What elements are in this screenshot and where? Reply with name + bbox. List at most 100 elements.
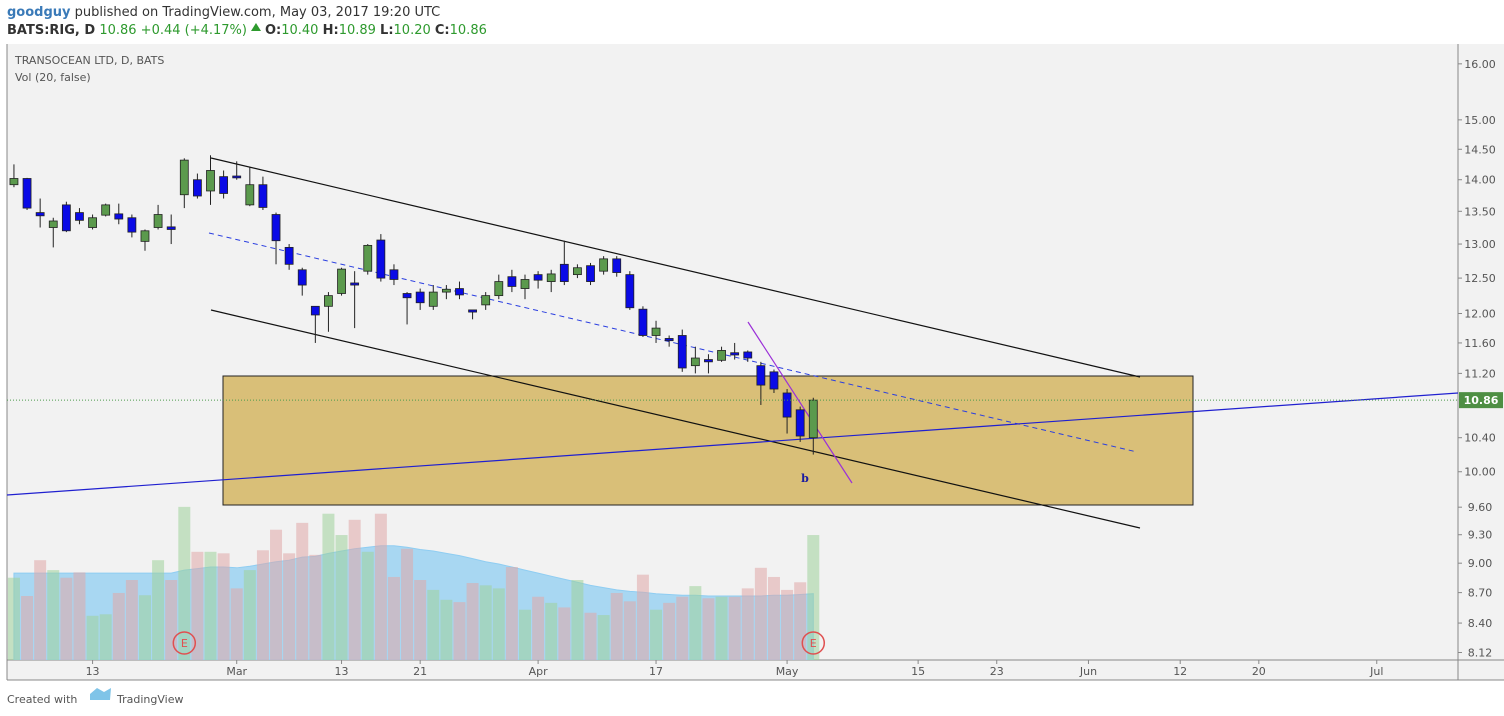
candle-body <box>179 159 189 196</box>
drawings <box>7 157 1458 529</box>
volume-bar <box>204 551 217 660</box>
x-tick-label: Jul <box>1369 665 1383 678</box>
candle-body <box>337 268 346 294</box>
volume-bar <box>178 506 191 660</box>
volume-bar <box>414 580 427 660</box>
volume-bar <box>401 548 414 660</box>
wave-label: b <box>801 472 809 485</box>
candle-body <box>297 269 307 286</box>
candle-body <box>363 244 373 272</box>
volume-bar <box>86 615 99 660</box>
volume-bar <box>702 598 715 660</box>
candles <box>9 155 818 455</box>
candle-body <box>245 184 255 206</box>
volume-bar <box>440 599 453 660</box>
volume-bar <box>34 560 47 660</box>
wave-line[interactable] <box>747 321 853 484</box>
volume-bar <box>112 592 125 660</box>
candle-body <box>559 263 569 282</box>
y-tick-label: 12.50 <box>1464 272 1496 285</box>
y-tick-label: 9.30 <box>1468 529 1493 542</box>
trend-line[interactable] <box>210 309 1141 529</box>
x-tick-label: Apr <box>529 665 549 678</box>
x-tick-label: 12 <box>1173 665 1187 678</box>
brand[interactable]: TradingView <box>116 693 183 706</box>
volume-bar <box>505 567 518 660</box>
volume-bar <box>60 577 73 660</box>
volume-bar <box>243 570 256 660</box>
x-tick-label: 17 <box>649 665 663 678</box>
brand-logo <box>90 688 111 700</box>
candle-body <box>166 226 176 230</box>
volume-bar <box>492 588 505 660</box>
candle-body <box>573 267 582 276</box>
last-price-tag <box>1459 392 1503 409</box>
candle-body <box>507 276 517 287</box>
trend-line[interactable] <box>210 157 1141 378</box>
candle-body <box>376 239 386 279</box>
y-tick-label: 14.50 <box>1464 143 1496 156</box>
ohlc-label: O: <box>265 23 281 38</box>
volume-bar <box>741 588 754 660</box>
candle-body <box>704 359 713 363</box>
volume-bar <box>296 522 309 660</box>
volume-bar <box>309 554 322 660</box>
candle-body <box>690 357 700 367</box>
volume-bar <box>47 570 60 660</box>
candle-body <box>612 258 622 273</box>
volume-bar <box>571 580 584 660</box>
volume-bar <box>781 589 794 660</box>
y-tick-label: 8.12 <box>1468 646 1493 659</box>
indicator-label: Vol (20, false) <box>15 71 91 84</box>
volume-bar <box>518 609 531 660</box>
ohlc-label: L: <box>380 23 393 38</box>
volume-bar <box>767 576 780 660</box>
x-tick-label: 13 <box>335 665 349 678</box>
candle-body <box>350 282 360 286</box>
candle-body <box>782 392 792 418</box>
volume-bar <box>532 596 545 660</box>
candle-body <box>258 184 268 208</box>
quote-line: BATS:RIG, D 10.86 +0.44 (+4.17%) O:10.40 … <box>7 23 487 38</box>
support-line[interactable] <box>7 392 1458 496</box>
candle-body <box>219 176 229 194</box>
y-tick-label: 13.00 <box>1464 238 1496 251</box>
plot-background <box>7 44 1458 660</box>
candle-body <box>441 288 451 293</box>
candle-body <box>284 246 294 265</box>
earnings-label: E <box>810 637 817 650</box>
y-tick-label: 15.00 <box>1464 114 1496 127</box>
candle-body <box>468 309 477 313</box>
volume-bar <box>270 529 283 660</box>
candle-body <box>61 204 71 232</box>
author[interactable]: goodguy <box>7 5 71 20</box>
volume-bar <box>374 513 387 660</box>
price-axis-background <box>1458 44 1504 680</box>
change: +0.44 (+4.17%) <box>141 23 247 38</box>
candle-body <box>638 308 648 336</box>
y-tick-label: 10.40 <box>1464 432 1496 445</box>
y-tick-label: 8.40 <box>1468 617 1493 630</box>
candle-body <box>114 213 124 220</box>
candle-body <box>389 269 399 280</box>
candle-body <box>101 204 111 216</box>
volume-bar <box>807 535 820 660</box>
candle-body <box>481 295 491 306</box>
mid-line[interactable] <box>208 232 1138 453</box>
ohlc-label: C: <box>435 23 450 38</box>
candle-body <box>402 293 412 299</box>
volume-bar <box>728 596 741 660</box>
volume-bar <box>663 602 676 660</box>
volume-bar <box>73 572 86 660</box>
candle-body <box>743 351 753 359</box>
candle-body <box>127 217 137 233</box>
candle-body <box>625 274 635 309</box>
candle-body <box>717 350 726 361</box>
candle-body <box>795 409 805 437</box>
chart-title: TRANSOCEAN LTD, D, BATS <box>14 54 164 67</box>
candle-body <box>324 295 333 307</box>
x-tick-label: Jun <box>1079 665 1097 678</box>
volume-bar <box>754 567 767 660</box>
zone-rectangle[interactable] <box>222 375 1194 506</box>
